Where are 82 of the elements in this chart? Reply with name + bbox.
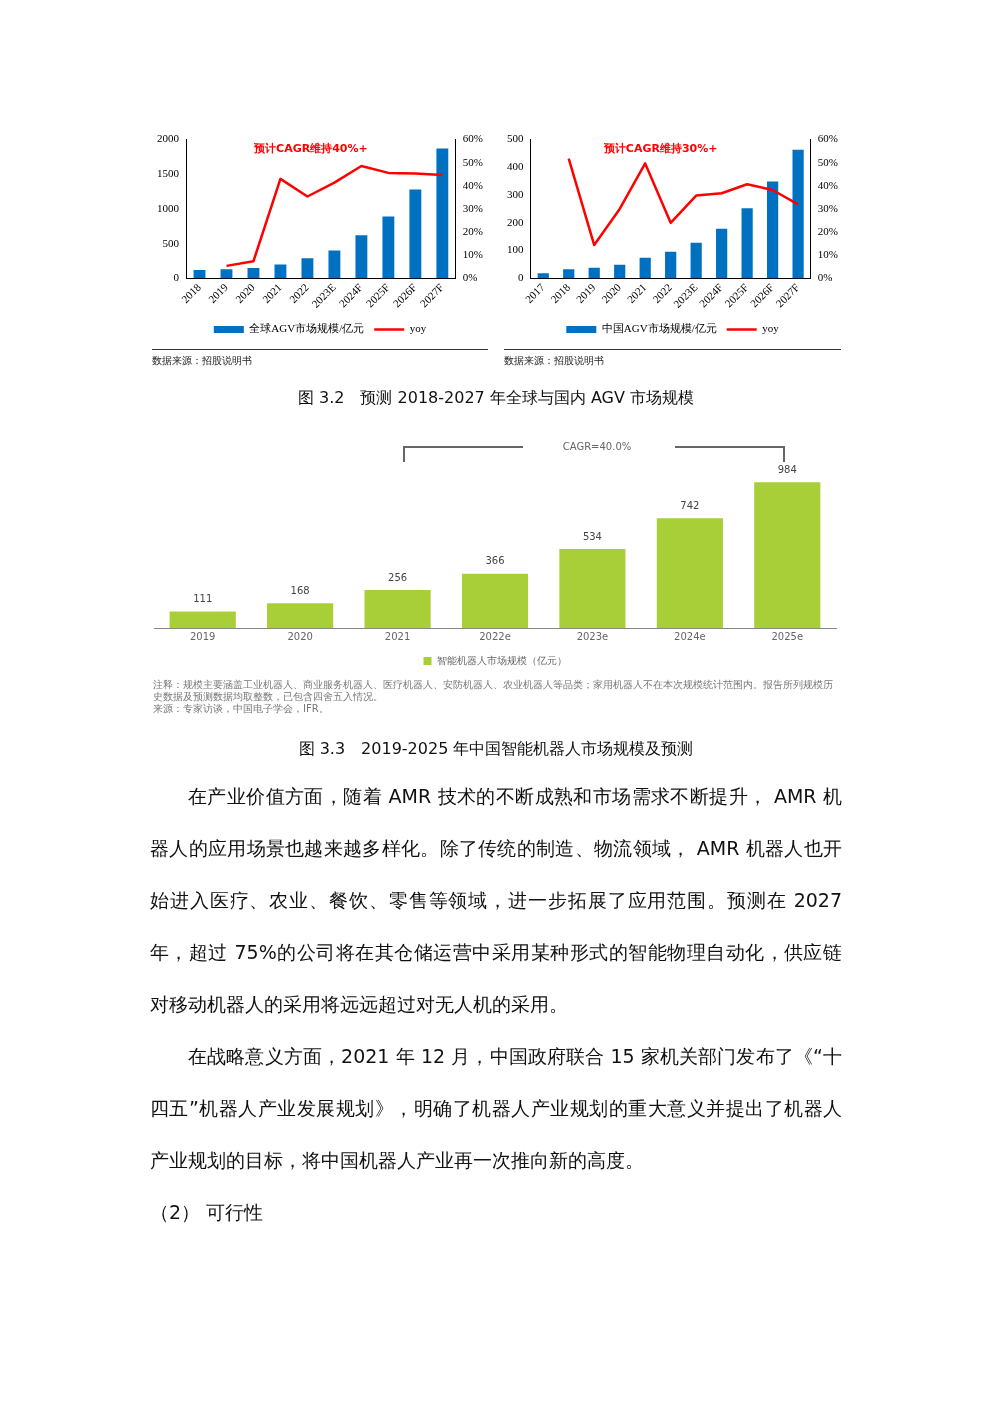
data-label: 256 bbox=[388, 571, 408, 583]
y-tick-label: 1500 bbox=[157, 167, 180, 180]
annotation: 预计CAGR维持30%+ bbox=[602, 141, 718, 155]
bar bbox=[436, 148, 449, 279]
data-label: 111 bbox=[193, 593, 213, 605]
bar bbox=[792, 149, 804, 279]
y2-tick-label: 30% bbox=[817, 201, 839, 214]
annotation: 预计CAGR维持40%+ bbox=[253, 141, 368, 155]
y-tick-label: 300 bbox=[507, 187, 524, 200]
legend-label: 中国AGV市场规模/亿元 bbox=[601, 322, 717, 335]
x-tick-label: 2019 bbox=[189, 630, 216, 642]
text: 在战略意义方面，2021 年 12 月，中国政府联合 15 家机关部门发布了《“十四五”机器人产业发展规划》，明确了机器人产业规划的重大意义并提出了机器人产业规划的目标，将中国机器人产业再一次推向新的高度。 bbox=[150, 1045, 842, 1171]
y-tick-label: 500 bbox=[162, 236, 180, 249]
bar bbox=[382, 216, 395, 279]
x-tick-label: 2022e bbox=[479, 630, 511, 642]
bar bbox=[639, 257, 651, 279]
y2-tick-label: 0% bbox=[817, 271, 833, 284]
source-note: 数据来源：招股说明书 bbox=[152, 349, 488, 368]
legend-label: yoy bbox=[762, 322, 780, 335]
bar bbox=[169, 611, 236, 628]
y2-tick-label: 50% bbox=[462, 155, 484, 168]
bar bbox=[537, 273, 549, 279]
x-tick-label: 2021 bbox=[384, 630, 411, 642]
y2-tick-label: 30% bbox=[462, 201, 484, 214]
bar bbox=[328, 250, 341, 279]
bar bbox=[754, 482, 821, 628]
y2-tick-label: 10% bbox=[817, 248, 839, 261]
bar bbox=[274, 264, 287, 279]
bar bbox=[563, 269, 575, 279]
y-tick-label: 200 bbox=[507, 215, 524, 228]
x-tick-label: 2023e bbox=[576, 630, 609, 642]
y2-tick-label: 0% bbox=[462, 271, 478, 284]
y-tick-label: 2000 bbox=[157, 132, 180, 145]
y2-tick-label: 40% bbox=[817, 178, 839, 191]
y2-tick-label: 50% bbox=[817, 155, 839, 168]
x-tick-label: 2020 bbox=[287, 630, 313, 642]
y-tick-label: 0 bbox=[518, 271, 524, 284]
y-tick-label: 500 bbox=[507, 132, 524, 145]
y-tick-label: 100 bbox=[507, 243, 524, 256]
bar bbox=[690, 242, 702, 279]
source-note: 数据来源：招股说明书 bbox=[504, 349, 841, 368]
legend-label: yoy bbox=[409, 322, 427, 335]
bar bbox=[559, 548, 626, 628]
bar bbox=[741, 208, 753, 279]
bar bbox=[220, 269, 233, 279]
bar bbox=[588, 267, 600, 279]
data-label: 984 bbox=[777, 463, 797, 475]
data-label: 366 bbox=[485, 555, 505, 567]
bar bbox=[301, 258, 314, 279]
legend-label: 全球AGV市场规模/亿元 bbox=[249, 322, 365, 335]
text: （2） 可行性 bbox=[150, 1200, 265, 1225]
y2-tick-label: 20% bbox=[817, 225, 839, 237]
bar bbox=[665, 251, 677, 279]
text: 注释：规模主要涵盖工业机器人、商业服务机器人、医疗机器人、安防机器人、农业机器人等品类；家用机器人不在本次规模统计范围内。报告所列规模历史数据及预测数据均取整数，已包含四舍五入情况。 bbox=[153, 679, 834, 703]
y2-tick-label: 40% bbox=[462, 178, 484, 191]
bar bbox=[364, 590, 431, 628]
source-note: 来源：专家访谈，中国电子学会，IFR。 bbox=[153, 703, 330, 715]
data-label: 168 bbox=[290, 584, 310, 596]
data-label: 534 bbox=[582, 530, 602, 542]
y-tick-label: 0 bbox=[173, 271, 180, 284]
y2-tick-label: 10% bbox=[462, 248, 484, 261]
y-tick-label: 1000 bbox=[157, 201, 180, 214]
y2-tick-label: 60% bbox=[817, 132, 839, 145]
bar bbox=[767, 181, 779, 279]
x-tick-label: 2024e bbox=[674, 630, 706, 642]
legend-label: 智能机器人市场规模（亿元） bbox=[436, 654, 567, 666]
bar bbox=[716, 228, 728, 279]
caption: 图 3.2 预测 2018-2027 年全球与国内 AGV 市场规模 bbox=[296, 388, 696, 409]
bar bbox=[614, 264, 626, 279]
text: CAGR=40.0% bbox=[562, 440, 632, 452]
bar bbox=[461, 573, 529, 628]
y2-tick-label: 60% bbox=[462, 132, 484, 145]
bar bbox=[409, 189, 422, 279]
bar bbox=[267, 603, 334, 628]
text: 在产业价值方面，随着 AMR 技术的不断成熟和市场需求不断提升， AMR 机器人的应用场景也越来越多样化。除了传统的制造、物流领域， AMR 机器人也开始进入医疗、农业、餐饮、零售等领域，进一步拓展了应用范围。预测在 2027 年，超过 75%的公司将在其仓储运营中采用某种形式的智能物理自动化，供应链对移动机器人的采用将远远超过对无人机的采用。 bbox=[150, 785, 842, 1015]
bar bbox=[656, 518, 723, 628]
y2-tick-label: 20% bbox=[462, 225, 484, 237]
caption: 图 3.3 2019-2025 年中国智能机器人市场规模及预测 bbox=[297, 739, 695, 760]
y-tick-label: 400 bbox=[507, 160, 524, 173]
x-tick-label: 2025e bbox=[771, 630, 804, 642]
data-label: 742 bbox=[680, 499, 700, 511]
bar bbox=[355, 235, 368, 279]
